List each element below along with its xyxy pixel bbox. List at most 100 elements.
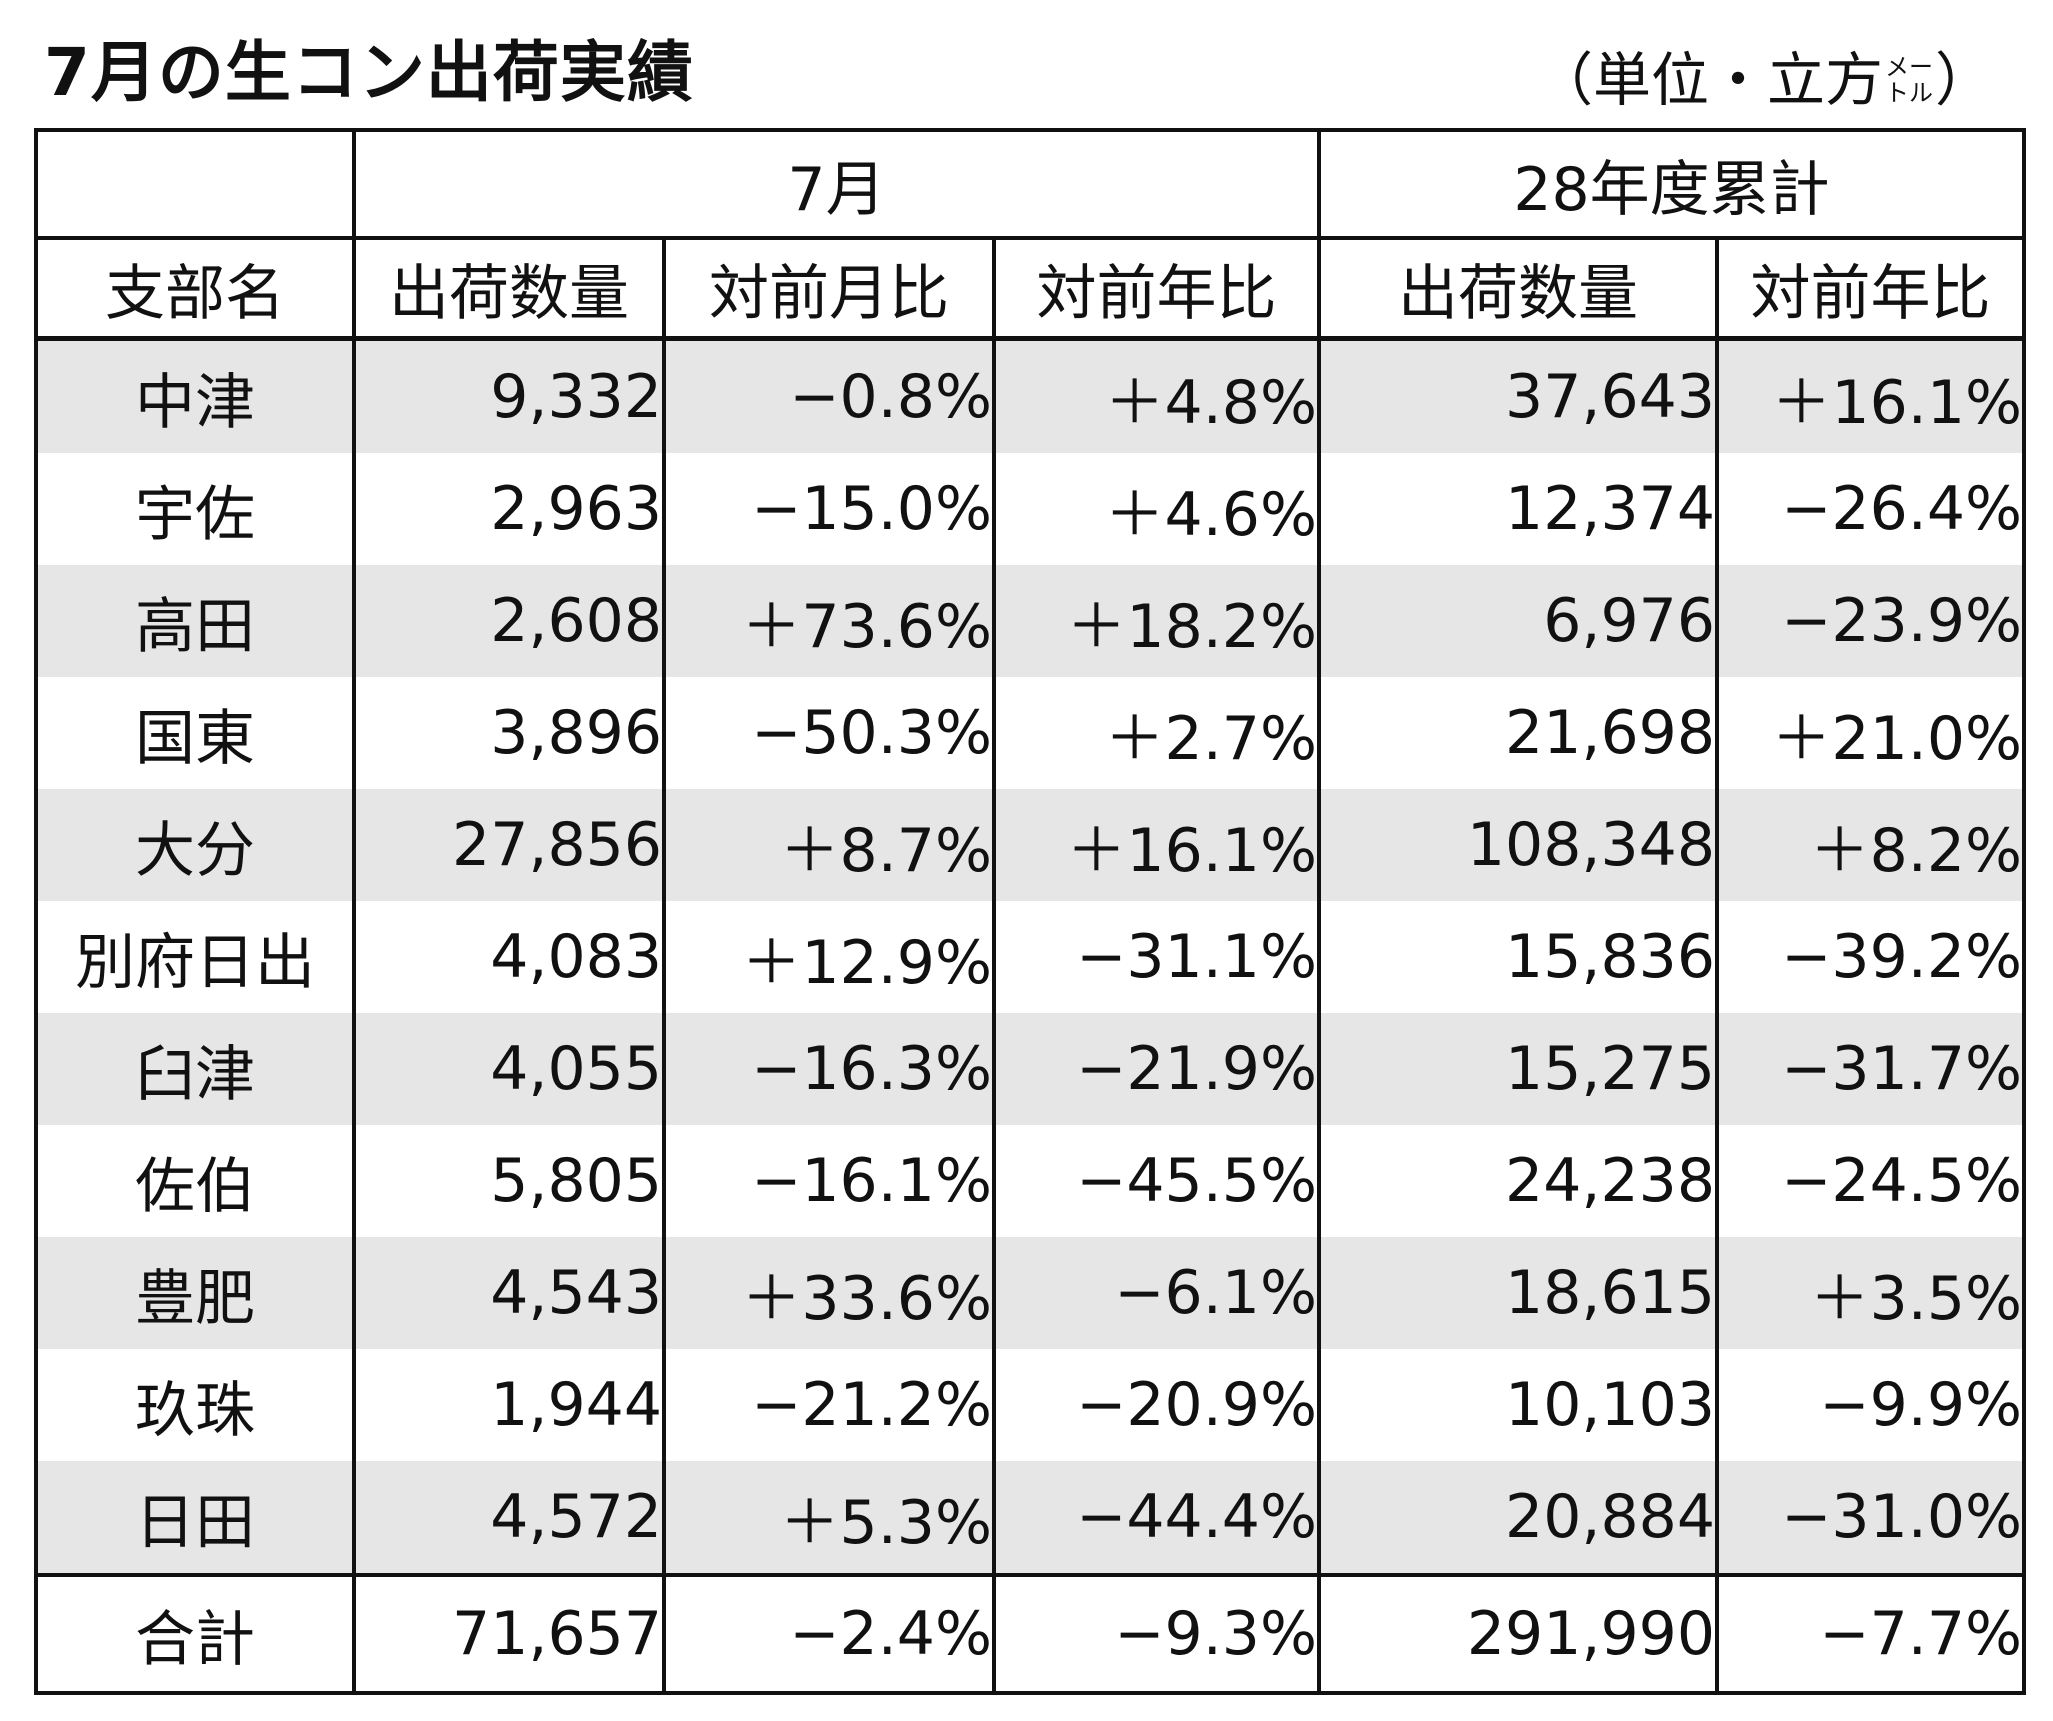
unit-note-label: （単位・立方	[1534, 46, 1883, 114]
cum-qty-cell: 10,103	[1317, 1349, 1719, 1461]
branch-name-cell: 高田	[34, 565, 356, 677]
table-row: 別府日出 4,083 ＋12.9% −31.1% 15,836 −39.2%	[34, 901, 2027, 1013]
column-header-cum-qty: 出荷数量	[1317, 238, 1719, 341]
branch-name-cell: 別府日出	[34, 901, 356, 1013]
branch-name-cell: 玖珠	[34, 1349, 356, 1461]
unit-note-small-top: メー	[1884, 53, 1933, 81]
yoy-ratio-cell: ＋16.1%	[992, 789, 1321, 901]
unit-note: （単位・立方 メー トル ）	[1535, 40, 1993, 120]
cum-yoy-cell: ＋8.2%	[1714, 789, 2027, 901]
cum-yoy-cell: −39.2%	[1714, 901, 2027, 1013]
mom-ratio-cell: −50.3%	[662, 677, 996, 789]
branch-name-cell: 宇佐	[34, 453, 356, 565]
cum-yoy-cell: ＋21.0%	[1714, 677, 2027, 789]
table-row: 臼津 4,055 −16.3% −21.9% 15,275 −31.7%	[34, 1013, 2027, 1125]
july-qty-cell: 2,963	[352, 453, 666, 565]
branch-name-cell: 中津	[34, 338, 356, 453]
column-header-cum-yoy: 対前年比	[1714, 238, 2027, 341]
mom-ratio-cell: −21.2%	[662, 1349, 996, 1461]
mom-ratio-cell: −16.3%	[662, 1013, 996, 1125]
group-header-cumulative: 28年度累計	[1316, 128, 2027, 240]
mom-ratio-cell: −0.8%	[662, 338, 996, 453]
july-qty-cell: 4,083	[352, 901, 666, 1013]
cum-qty-cell: 18,615	[1317, 1237, 1719, 1349]
cum-qty-cell: 37,643	[1317, 338, 1719, 453]
cum-yoy-cell: −23.9%	[1714, 565, 2027, 677]
july-qty-cell: 3,896	[352, 677, 666, 789]
branch-name-cell: 国東	[34, 677, 356, 789]
branch-name-cell: 日田	[34, 1461, 356, 1575]
mom-ratio-cell: −16.1%	[662, 1125, 996, 1237]
yoy-ratio-cell: −20.9%	[992, 1349, 1321, 1461]
mom-ratio-cell: −15.0%	[662, 453, 996, 565]
july-qty-cell: 4,572	[352, 1461, 666, 1575]
mom-ratio-cell: ＋8.7%	[662, 789, 996, 901]
unit-note-close: ）	[1934, 46, 1993, 114]
total-branch-name-cell: 合計	[34, 1573, 356, 1695]
table-row: 国東 3,896 −50.3% ＋2.7% 21,698 ＋21.0%	[34, 677, 2027, 789]
cum-yoy-cell: −26.4%	[1714, 453, 2027, 565]
cum-qty-cell: 6,976	[1317, 565, 1719, 677]
shipment-table: 7月 28年度累計 支部名 出荷数量 対前月比 対前年比 出荷数量 対前年比 中…	[34, 128, 2027, 1695]
page-title: 7月の生コン出荷実績	[44, 34, 694, 111]
july-qty-cell: 2,608	[352, 565, 666, 677]
yoy-ratio-cell: ＋4.6%	[992, 453, 1321, 565]
table-row: 中津 9,332 −0.8% ＋4.8% 37,643 ＋16.1%	[34, 338, 2027, 453]
table-row: 大分 27,856 ＋8.7% ＋16.1% 108,348 ＋8.2%	[34, 789, 2027, 901]
july-qty-cell: 5,805	[352, 1125, 666, 1237]
yoy-ratio-cell: −31.1%	[992, 901, 1321, 1013]
total-cum-qty-cell: 291,990	[1317, 1573, 1719, 1695]
july-qty-cell: 4,055	[352, 1013, 666, 1125]
group-header-july: 7月	[352, 128, 1321, 240]
yoy-ratio-cell: ＋2.7%	[992, 677, 1321, 789]
table-row: 宇佐 2,963 −15.0% ＋4.6% 12,374 −26.4%	[34, 453, 2027, 565]
total-row: 合計 71,657 −2.4% −9.3% 291,990 −7.7%	[34, 1573, 2027, 1695]
cum-yoy-cell: ＋16.1%	[1714, 338, 2027, 453]
column-header-mom: 対前月比	[662, 238, 996, 341]
cum-qty-cell: 12,374	[1317, 453, 1719, 565]
group-header-blank	[34, 128, 356, 240]
branch-name-cell: 豊肥	[34, 1237, 356, 1349]
cum-qty-cell: 108,348	[1317, 789, 1719, 901]
cum-qty-cell: 20,884	[1317, 1461, 1719, 1575]
yoy-ratio-cell: ＋18.2%	[992, 565, 1321, 677]
mom-ratio-cell: ＋33.6%	[662, 1237, 996, 1349]
july-qty-cell: 1,944	[352, 1349, 666, 1461]
branch-name-cell: 大分	[34, 789, 356, 901]
yoy-ratio-cell: −6.1%	[992, 1237, 1321, 1349]
column-header-row: 支部名 出荷数量 対前月比 対前年比 出荷数量 対前年比	[34, 238, 2027, 341]
cum-qty-cell: 21,698	[1317, 677, 1719, 789]
cum-qty-cell: 15,275	[1317, 1013, 1719, 1125]
table-row: 高田 2,608 ＋73.6% ＋18.2% 6,976 −23.9%	[34, 565, 2027, 677]
table-row: 豊肥 4,543 ＋33.6% −6.1% 18,615 ＋3.5%	[34, 1237, 2027, 1349]
cum-yoy-cell: −31.0%	[1714, 1461, 2027, 1575]
mom-ratio-cell: ＋12.9%	[662, 901, 996, 1013]
cum-qty-cell: 24,238	[1317, 1125, 1719, 1237]
total-july-qty-cell: 71,657	[352, 1573, 666, 1695]
total-mom-ratio-cell: −2.4%	[662, 1573, 996, 1695]
cum-yoy-cell: −31.7%	[1714, 1013, 2027, 1125]
mom-ratio-cell: ＋73.6%	[662, 565, 996, 677]
column-header-branch: 支部名	[34, 238, 356, 341]
table-row: 日田 4,572 ＋5.3% −44.4% 20,884 −31.0%	[34, 1461, 2027, 1575]
table-row: 佐伯 5,805 −16.1% −45.5% 24,238 −24.5%	[34, 1125, 2027, 1237]
cum-yoy-cell: −9.9%	[1714, 1349, 2027, 1461]
branch-name-cell: 佐伯	[34, 1125, 356, 1237]
yoy-ratio-cell: ＋4.8%	[992, 338, 1321, 453]
branch-name-cell: 臼津	[34, 1013, 356, 1125]
cum-qty-cell: 15,836	[1317, 901, 1719, 1013]
cum-yoy-cell: ＋3.5%	[1714, 1237, 2027, 1349]
july-qty-cell: 9,332	[352, 338, 666, 453]
unit-note-small: メー トル	[1885, 54, 1933, 106]
yoy-ratio-cell: −44.4%	[992, 1461, 1321, 1575]
yoy-ratio-cell: −45.5%	[992, 1125, 1321, 1237]
cum-yoy-cell: −24.5%	[1714, 1125, 2027, 1237]
column-header-july-qty: 出荷数量	[352, 238, 666, 341]
mom-ratio-cell: ＋5.3%	[662, 1461, 996, 1575]
total-yoy-ratio-cell: −9.3%	[992, 1573, 1321, 1695]
july-qty-cell: 4,543	[352, 1237, 666, 1349]
july-qty-cell: 27,856	[352, 789, 666, 901]
column-header-yoy: 対前年比	[992, 238, 1321, 341]
total-cum-yoy-cell: −7.7%	[1714, 1573, 2027, 1695]
yoy-ratio-cell: −21.9%	[992, 1013, 1321, 1125]
